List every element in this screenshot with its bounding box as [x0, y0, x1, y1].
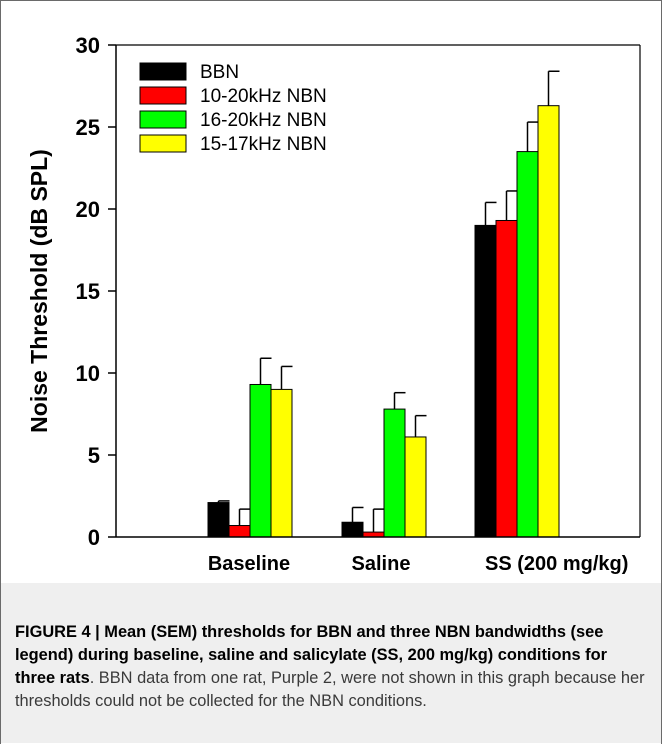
y-tick-label-10: 10	[76, 361, 100, 386]
x-category-label-2: SS (200 mg/kg)	[485, 553, 628, 575]
figure-caption: FIGURE 4 | Mean (SEM) thresholds for BBN…	[15, 621, 645, 713]
bar-1-3	[404, 436, 427, 538]
bar-0-2	[249, 383, 272, 538]
legend-label-2: 16-20kHz NBN	[200, 110, 327, 131]
y-tick-label-15: 15	[76, 279, 100, 304]
y-tick-label-5: 5	[88, 443, 100, 468]
bar-chart: 0 5 10 15 20 25 30 Noise Threshold (dB SPL) Base…	[26, 33, 641, 575]
bar-1-2	[383, 408, 406, 538]
bar-2-2	[516, 151, 539, 538]
legend-swatch-2	[139, 110, 187, 129]
x-category-label-1: Saline	[352, 553, 411, 575]
bar-0-3	[270, 388, 293, 538]
bar-2-3	[537, 105, 560, 538]
legend-label-0: BBN	[200, 62, 239, 83]
legend-label-3: 15-17kHz NBN	[200, 134, 327, 155]
bar-2-0	[474, 224, 497, 538]
y-tick-label-20: 20	[76, 197, 100, 222]
axis-layer: 0 5 10 15 20 25 30 Noise Threshold (dB SPL) Base…	[26, 33, 641, 575]
legend-swatch-1	[139, 86, 187, 105]
bar-0-1	[228, 525, 251, 538]
legend-swatch-0	[139, 62, 187, 81]
bar-2-1	[495, 219, 518, 538]
x-category-label-0: Baseline	[208, 553, 290, 575]
legend-label-1: 10-20kHz NBN	[200, 86, 327, 107]
legend: BBN 10-20kHz NBN 16-20kHz NBN 15-17kHz NBN	[139, 62, 327, 155]
bars-layer	[207, 70, 560, 538]
y-axis-label: Noise Threshold (dB SPL)	[26, 149, 52, 433]
bar-1-0	[341, 521, 364, 538]
y-tick-label-30: 30	[76, 33, 100, 58]
legend-swatch-3	[139, 134, 187, 153]
bar-0-0	[207, 502, 230, 538]
figure-caption-box: FIGURE 4 | Mean (SEM) thresholds for BBN…	[0, 583, 662, 743]
caption-text: . BBN data from one rat, Purple 2, were …	[15, 669, 645, 710]
y-tick-label-0: 0	[88, 525, 100, 550]
y-tick-label-25: 25	[76, 115, 100, 140]
caption-label: FIGURE 4 | Mean (SEM) thresholds for BBN…	[15, 623, 608, 687]
